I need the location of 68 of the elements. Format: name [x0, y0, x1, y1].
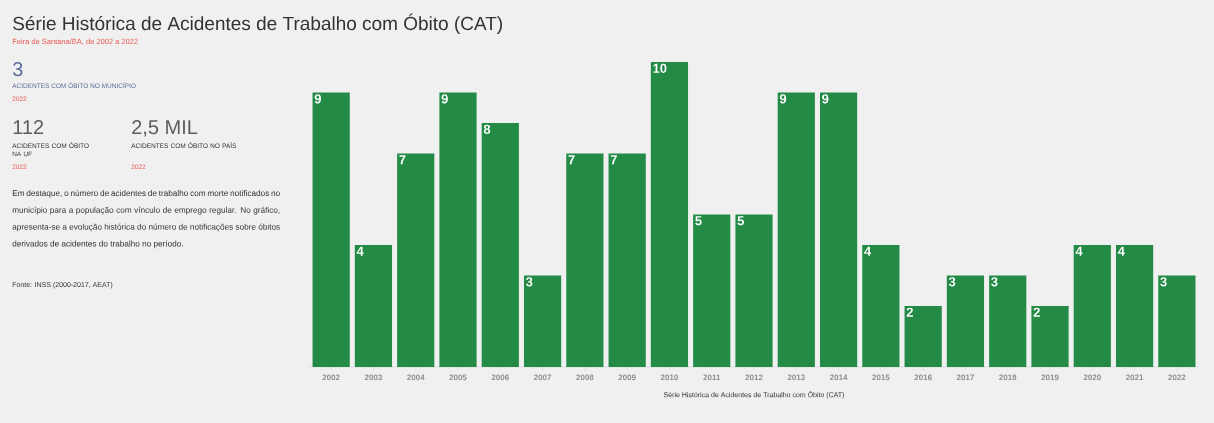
x-tick-label: 2012 — [745, 374, 763, 381]
data-label: 7 — [610, 155, 617, 165]
x-tick-label: 2006 — [491, 374, 509, 381]
bar — [481, 123, 519, 367]
data-label: 4 — [1075, 246, 1083, 256]
data-label: 3 — [991, 277, 998, 287]
data-label: 3 — [525, 277, 533, 287]
data-label: 8 — [483, 124, 491, 134]
data-label: 3 — [948, 277, 956, 287]
bar — [989, 275, 1027, 367]
x-tick-label: 2007 — [533, 374, 552, 381]
x-tick-label: 2002 — [322, 374, 340, 381]
bar — [693, 214, 731, 367]
text: Em destaque, o número de acidentes de trabalho com morte notificados no município para a população com vínculo de emprego regular. No gráfico, apresenta-se a evolução histórica do número de notificações sobre óbitos derivados de acidentes do trabalho no período. — [12, 189, 280, 249]
bar — [1073, 245, 1111, 367]
x-tick-label: 2013 — [787, 374, 805, 381]
data-label: 9 — [314, 94, 321, 104]
x-tick-label: 2021 — [1125, 374, 1144, 381]
bar — [312, 92, 350, 367]
x-tick-label: 2010 — [660, 374, 679, 381]
bar — [608, 153, 646, 367]
text: 3 — [12, 62, 23, 77]
bar — [439, 92, 477, 367]
x-tick-label: 2022 — [1168, 374, 1186, 381]
data-label: 3 — [1160, 277, 1167, 287]
data-label: 5 — [737, 216, 744, 226]
text: 112 — [13, 120, 44, 134]
bar — [777, 92, 815, 367]
chart-title: Série Histórica de Acidentes de Trabalho com Óbito (CAT) — [13, 13, 502, 34]
data-label: 2 — [906, 307, 913, 317]
data-label: 9 — [822, 94, 829, 104]
x-tick-label: 2016 — [914, 374, 932, 381]
data-label: 2 — [1033, 307, 1040, 317]
x-tick-label: 2004 — [407, 374, 425, 381]
x-tick-label: 2011 — [703, 374, 721, 381]
x-tick-label: 2009 — [618, 374, 636, 381]
x-tick-label: 2018 — [999, 374, 1017, 381]
bar — [1115, 245, 1154, 367]
bar — [946, 275, 985, 367]
bar — [397, 153, 435, 367]
bar — [735, 214, 773, 367]
x-tick-label: 2020 — [1083, 374, 1101, 381]
data-label: 9 — [441, 94, 448, 104]
data-label: 10 — [653, 63, 667, 73]
data-label: 7 — [399, 155, 406, 165]
data-label: 4 — [864, 246, 872, 256]
x-tick-label: 2015 — [872, 374, 890, 381]
text: 2,5 MIL — [132, 120, 198, 137]
bar — [904, 306, 942, 367]
bar — [1158, 275, 1196, 367]
bar — [1031, 306, 1069, 367]
bar — [523, 275, 562, 367]
x-tick-label: 2017 — [956, 374, 974, 381]
x-tick-label: 2014 — [829, 374, 848, 381]
bar — [650, 62, 689, 367]
data-label: 7 — [568, 155, 575, 165]
data-label: 4 — [356, 246, 364, 256]
data-label: 4 — [1117, 246, 1125, 256]
x-tick-label: 2019 — [1041, 374, 1059, 381]
x-tick-label: 2005 — [449, 374, 467, 381]
bar — [819, 92, 858, 367]
bar — [566, 153, 604, 367]
x-tick-label: 2003 — [364, 374, 383, 381]
data-label: 9 — [779, 94, 787, 104]
bar — [862, 245, 900, 367]
data-label: 5 — [695, 216, 702, 226]
bar — [354, 245, 393, 367]
x-tick-label: 2008 — [576, 374, 594, 381]
